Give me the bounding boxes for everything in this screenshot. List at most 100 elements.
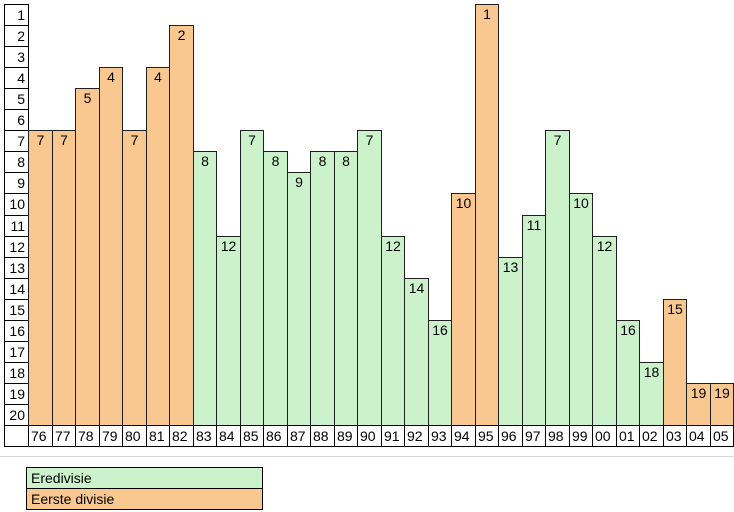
y-axis-label-12: 12 (4, 236, 29, 258)
x-axis-label-84: 84 (216, 425, 241, 447)
x-axis-label-89: 89 (334, 425, 358, 447)
x-axis-label-94: 94 (451, 425, 476, 447)
bar-94: 10 (451, 193, 476, 426)
bar-value-label: 2 (177, 27, 186, 43)
bar-03: 15 (663, 299, 687, 426)
legend-label-eerste-divisie: Eerste divisie (31, 491, 115, 507)
bar-value-label: 7 (36, 132, 45, 148)
separator-line (0, 456, 734, 457)
bar-02: 18 (639, 362, 664, 426)
x-axis-label-88: 88 (310, 425, 335, 447)
x-axis-label-93: 93 (428, 425, 452, 447)
bar-95: 1 (475, 4, 499, 426)
bar-value-label: 1 (483, 6, 491, 22)
bar-83: 8 (193, 151, 217, 426)
y-axis-label-16: 16 (4, 320, 29, 342)
bar-05: 19 (710, 383, 734, 426)
y-axis-label-11: 11 (4, 215, 29, 237)
x-axis-label-04: 04 (686, 425, 711, 447)
bar-value-label: 9 (295, 174, 303, 190)
bar-89: 8 (334, 151, 358, 426)
bar-87: 9 (287, 172, 311, 426)
y-axis-label-9: 9 (4, 172, 29, 194)
bar-value-label: 18 (643, 364, 660, 380)
bar-93: 16 (428, 320, 452, 426)
bar-78: 5 (75, 88, 100, 426)
bar-96: 13 (498, 257, 523, 426)
y-axis-label-7: 7 (4, 130, 29, 152)
x-axis-label-00: 00 (592, 425, 617, 447)
y-axis-label-4: 4 (4, 67, 29, 89)
y-axis-label-14: 14 (4, 278, 29, 300)
x-axis-label-96: 96 (498, 425, 523, 447)
x-axis-label-79: 79 (99, 425, 123, 447)
bar-91: 12 (381, 236, 405, 426)
bar-value-label: 11 (526, 217, 542, 233)
y-axis-label-3: 3 (4, 46, 29, 68)
bar-value-label: 12 (220, 238, 237, 254)
y-axis-label-2: 2 (4, 25, 29, 47)
bar-value-label: 16 (432, 322, 448, 338)
x-axis-label-03: 03 (663, 425, 687, 447)
bar-value-label: 7 (60, 132, 68, 148)
bar-value-label: 7 (130, 132, 139, 148)
legend-item-eerste-divisie: Eerste divisie (26, 488, 263, 510)
bar-value-label: 8 (201, 153, 209, 169)
x-axis-label-78: 78 (75, 425, 100, 447)
bar-81: 4 (146, 67, 170, 426)
bar-99: 10 (569, 193, 593, 426)
bar-90: 7 (357, 130, 382, 426)
bar-80: 7 (122, 130, 147, 426)
x-axis-label-02: 02 (639, 425, 664, 447)
y-axis-label-13: 13 (4, 257, 29, 279)
bar-value-label: 13 (502, 259, 519, 275)
x-axis-label-90: 90 (357, 425, 382, 447)
x-axis-label-97: 97 (522, 425, 546, 447)
bar-85: 7 (240, 130, 264, 426)
y-axis-label-18: 18 (4, 362, 29, 384)
y-axis-label-19: 19 (4, 383, 29, 405)
x-axis-label-81: 81 (146, 425, 170, 447)
bar-88: 8 (310, 151, 335, 426)
bar-92: 14 (404, 278, 429, 426)
x-axis-label-01: 01 (616, 425, 640, 447)
bar-value-label: 19 (690, 385, 707, 401)
bar-value-label: 7 (553, 132, 562, 148)
bar-79: 4 (99, 67, 123, 426)
bar-04: 19 (686, 383, 711, 426)
bar-value-label: 8 (271, 153, 280, 169)
bar-value-label: 10 (573, 195, 589, 211)
x-axis-label-76: 76 (28, 425, 53, 447)
bar-76: 7 (28, 130, 53, 426)
bar-value-label: 19 (714, 385, 730, 401)
bar-97: 11 (522, 215, 546, 426)
bar-value-label: 8 (342, 153, 350, 169)
x-axis-label-95: 95 (475, 425, 499, 447)
y-axis-label-17: 17 (4, 341, 29, 363)
legend-item-eredivisie: Eredivisie (26, 467, 263, 489)
bar-value-label: 8 (318, 153, 327, 169)
y-axis-label-15: 15 (4, 299, 29, 321)
x-axis-label-99: 99 (569, 425, 593, 447)
bar-value-label: 15 (667, 301, 683, 317)
bar-01: 16 (616, 320, 640, 426)
bar-value-label: 7 (248, 132, 256, 148)
bar-84: 12 (216, 236, 241, 426)
bar-value-label: 7 (365, 132, 374, 148)
bar-82: 2 (169, 25, 194, 426)
bar-value-label: 4 (154, 69, 162, 85)
bar-00: 12 (592, 236, 617, 426)
y-axis-label-10: 10 (4, 193, 29, 216)
x-axis-label-87: 87 (287, 425, 311, 447)
bar-value-label: 14 (408, 280, 425, 296)
x-axis-label-77: 77 (52, 425, 76, 447)
bar-86: 8 (263, 151, 288, 426)
bar-value-label: 16 (620, 322, 636, 338)
x-axis-label-98: 98 (545, 425, 570, 447)
y-axis-label-1: 1 (4, 4, 29, 26)
bar-value-label: 4 (107, 69, 115, 85)
axis-corner-box (4, 425, 29, 447)
y-axis-label-5: 5 (4, 88, 29, 110)
bar-value-label: 10 (455, 195, 472, 211)
